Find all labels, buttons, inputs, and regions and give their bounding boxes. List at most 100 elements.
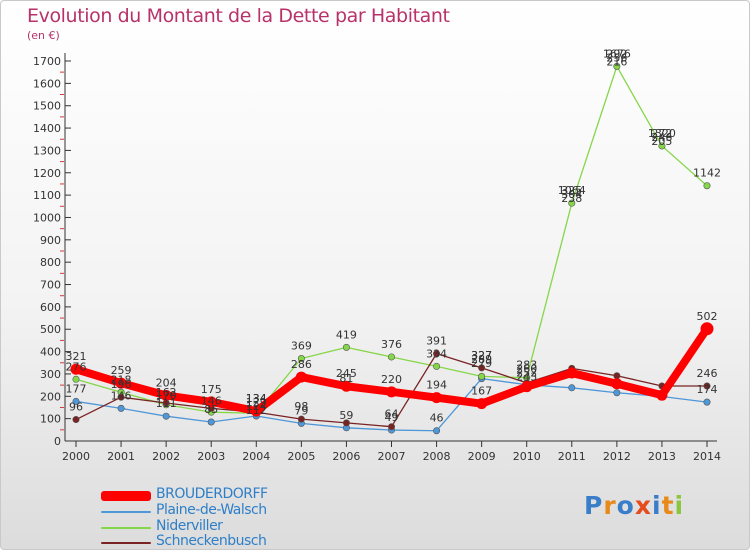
data-label: 256	[606, 51, 627, 64]
x-tick-label: 2008	[423, 450, 451, 463]
data-label: 146	[111, 389, 132, 402]
data-label: 289	[471, 353, 492, 366]
data-point	[160, 389, 172, 401]
legend-swatch	[101, 527, 151, 529]
data-label: 85	[204, 403, 218, 416]
legend-item-plaine-de-walsch: Plaine-de-Walsch	[101, 502, 361, 519]
y-tick-label: 1300	[33, 144, 61, 157]
data-point	[72, 375, 80, 383]
data-point	[700, 322, 714, 336]
data-label: 59	[339, 409, 353, 422]
x-tick-label: 2013	[648, 450, 676, 463]
data-point	[431, 392, 443, 404]
data-point	[703, 382, 711, 390]
data-label: 111	[156, 397, 177, 410]
x-tick-label: 2004	[242, 450, 270, 463]
data-point	[70, 363, 82, 375]
data-point	[703, 398, 711, 406]
legend-swatch	[101, 491, 151, 501]
data-label: 243	[516, 371, 537, 384]
y-tick-label: 1700	[33, 55, 61, 68]
x-tick-label: 2006	[332, 450, 360, 463]
data-point	[566, 367, 578, 379]
y-tick-label: 1100	[33, 189, 61, 202]
data-label: 134	[246, 392, 267, 405]
data-point	[117, 393, 125, 401]
data-label: 79	[294, 404, 308, 417]
y-tick-label: 800	[40, 256, 61, 269]
logo-letter: x	[634, 491, 652, 520]
data-point	[342, 343, 350, 351]
legend-item-brouderdorff: BROUDERDORFF	[101, 486, 361, 503]
data-point	[433, 362, 441, 370]
data-point	[342, 419, 350, 427]
legend-label: Plaine-de-Walsch	[156, 502, 267, 518]
data-point	[613, 389, 621, 397]
legend-label: Schneckenbusch	[156, 533, 267, 549]
legend-item-schneckenbusch: Schneckenbusch	[101, 533, 361, 549]
data-label: 46	[430, 412, 444, 425]
data-label: 245	[336, 367, 357, 380]
data-label: 502	[697, 310, 718, 323]
data-point	[568, 199, 576, 207]
data-label: 1064	[558, 184, 586, 197]
proxiti-logo: Proxiti	[584, 491, 684, 520]
data-label: 205	[651, 135, 672, 148]
data-label: 334	[426, 347, 447, 360]
data-point	[658, 142, 666, 150]
x-tick-label: 2011	[558, 450, 586, 463]
y-tick-label: 700	[40, 279, 61, 292]
data-point	[295, 371, 307, 383]
logo-letter: o	[616, 491, 635, 520]
x-tick-label: 2014	[693, 450, 721, 463]
x-tick-label: 2010	[513, 450, 541, 463]
y-tick-label: 400	[40, 346, 61, 359]
data-label: 259	[111, 364, 132, 377]
chart-unit-label: (en €)	[27, 29, 60, 42]
y-tick-label: 1200	[33, 167, 61, 180]
x-tick-label: 2003	[197, 450, 225, 463]
y-tick-label: 900	[40, 234, 61, 247]
data-label: 369	[291, 340, 312, 353]
data-point	[478, 372, 486, 380]
data-label: 246	[651, 131, 672, 144]
data-label: 292	[606, 47, 627, 60]
data-label: 64	[385, 408, 399, 421]
data-label: 146	[201, 394, 222, 407]
x-tick-label: 2002	[152, 450, 180, 463]
data-point	[387, 423, 395, 431]
data-label: 246	[697, 367, 718, 380]
data-label: 419	[336, 328, 357, 341]
data-label: 204	[156, 376, 177, 389]
data-label: 162	[156, 386, 177, 399]
data-point	[72, 416, 80, 424]
data-label: 260	[516, 363, 537, 376]
y-tick-label: 100	[40, 413, 61, 426]
data-label: 175	[201, 383, 222, 396]
x-tick-label: 2007	[378, 450, 406, 463]
data-label: 218	[111, 373, 132, 386]
y-tick-label: 1000	[33, 211, 61, 224]
data-label: 304	[561, 188, 582, 201]
data-label: 279	[471, 357, 492, 370]
data-label: 1676	[603, 47, 631, 60]
data-point	[115, 377, 127, 389]
data-point	[117, 404, 125, 412]
legend-swatch	[101, 511, 151, 513]
data-point	[250, 405, 262, 417]
data-point	[386, 386, 397, 398]
data-label: 283	[516, 359, 537, 372]
data-point	[613, 372, 621, 380]
data-label: 167	[471, 385, 492, 398]
data-label: 81	[339, 372, 353, 385]
data-point	[162, 412, 170, 420]
data-label: 1320	[648, 127, 676, 140]
data-label: 177	[66, 382, 87, 395]
data-point	[568, 384, 576, 392]
data-label: 327	[471, 349, 492, 362]
data-label: 286	[291, 358, 312, 371]
data-label: 276	[66, 360, 87, 373]
data-point	[521, 381, 533, 393]
legend-swatch	[101, 542, 151, 544]
x-tick-label: 2005	[287, 450, 315, 463]
